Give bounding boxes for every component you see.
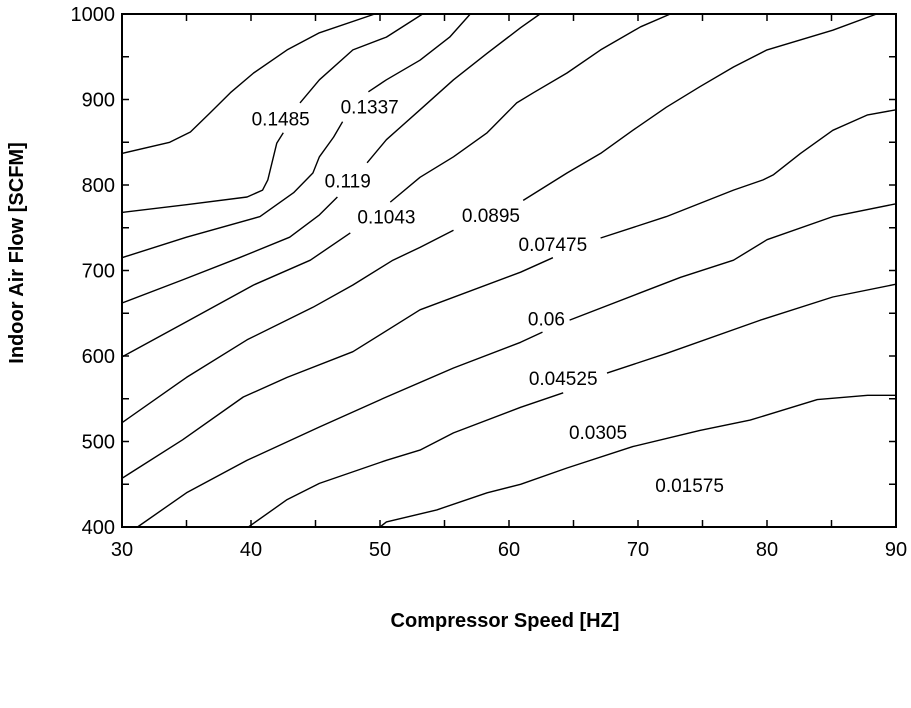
x-tick-label: 40: [240, 539, 262, 561]
y-tick-label: 400: [82, 517, 115, 539]
contour-line-0.1485-seg-0: [121, 132, 284, 214]
contour-line-0.119-seg-1: [366, 13, 541, 164]
contour-line-0.1043-seg-0: [121, 232, 351, 358]
contour-line-0.1337-seg-1: [368, 13, 471, 93]
contour-label: 0.01575: [655, 476, 724, 497]
contour-label: 0.07475: [519, 235, 588, 256]
contour-line-0.06-seg-1: [569, 203, 897, 321]
contour-label: 0.119: [325, 172, 371, 193]
x-tick-label: 60: [498, 539, 520, 561]
x-tick-label: 70: [627, 539, 649, 561]
contour-line-unlabeled-0-seg-0: [121, 13, 376, 155]
contour-line-unlabeled-9-seg-0: [379, 394, 896, 528]
contour-labels: 0.1485 0.1337 0.119 0.1043 0.0895 0.07475 0.06…: [252, 97, 724, 497]
contour-label: 0.0305: [569, 423, 627, 444]
plot-frame: [121, 13, 897, 528]
contour-line-0.07475-seg-0: [121, 257, 554, 479]
contour-line-0.06-seg-0: [137, 331, 543, 528]
contour-line-0.1485-seg-1: [299, 13, 423, 104]
y-tick-label: 800: [82, 175, 115, 197]
contour-line-0.1043-seg-1: [389, 13, 671, 203]
contour-label: 0.04525: [529, 369, 598, 390]
y-tick-label: 600: [82, 346, 115, 368]
x-tick-label: 80: [756, 539, 778, 561]
x-tick-label: 50: [369, 539, 391, 561]
contour-line-0.04525-seg-0: [247, 392, 564, 528]
contour-line-0.119-seg-0: [121, 196, 338, 304]
contour-label: 0.0895: [462, 206, 520, 227]
x-tick-label: 90: [885, 539, 907, 561]
axis-ticks: 30 40 50 60 70 80 90 400 500 600 700 800 900 1000: [71, 4, 908, 561]
contour-line-0.0895-seg-0: [121, 229, 454, 424]
y-tick-label: 1000: [71, 4, 116, 26]
y-tick-label: 700: [82, 261, 115, 283]
contour-line-0.1337-seg-0: [121, 121, 344, 259]
y-axis-title: Indoor Air Flow [SCFM]: [6, 142, 28, 363]
contour-label: 0.1043: [357, 208, 415, 229]
contour-label: 0.1337: [341, 97, 399, 118]
x-tick-label: 30: [111, 539, 133, 561]
y-tick-label: 900: [82, 90, 115, 112]
contour-line-0.0895-seg-1: [522, 13, 877, 201]
contour-lines: [121, 13, 897, 528]
contour-line-0.07475-seg-1: [600, 109, 897, 239]
contour-label: 0.1485: [252, 109, 310, 130]
y-tick-label: 500: [82, 432, 115, 454]
contour-line-0.04525-seg-1: [606, 283, 897, 374]
contour-label: 0.06: [528, 309, 565, 330]
x-axis-title: Compressor Speed [HZ]: [391, 610, 620, 632]
